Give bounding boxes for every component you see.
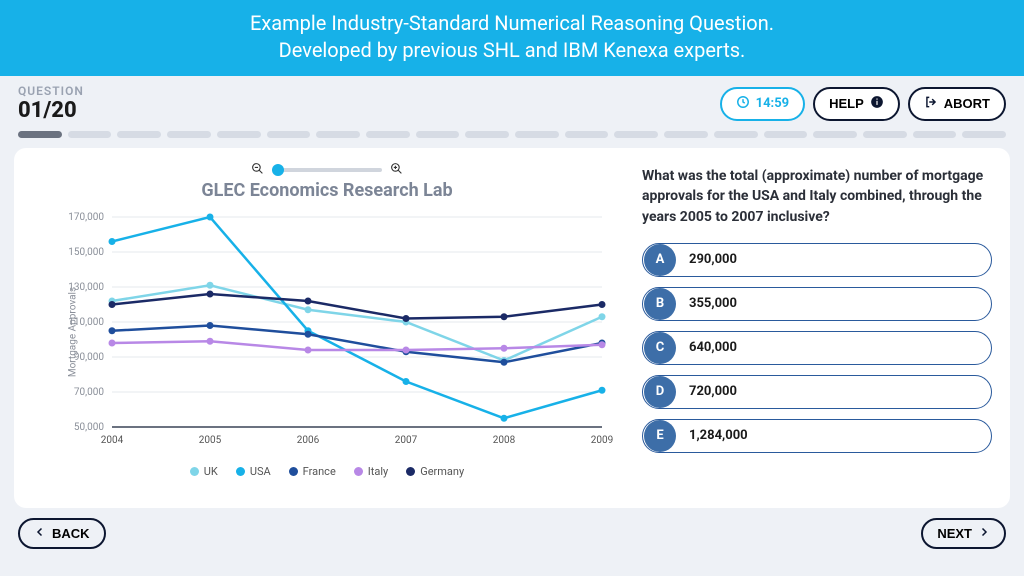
progress-segment: [764, 131, 808, 138]
progress-bar: [0, 127, 1024, 148]
progress-segment: [515, 131, 559, 138]
progress-segment: [664, 131, 708, 138]
back-button[interactable]: BACK: [18, 518, 106, 549]
legend-swatch: [354, 467, 363, 476]
question-label: QUESTION: [18, 84, 84, 98]
answer-option[interactable]: D720,000: [642, 375, 992, 409]
timer-pill: 14:59: [720, 87, 806, 121]
abort-button[interactable]: ABORT: [908, 87, 1006, 121]
option-letter: D: [644, 376, 676, 408]
option-value: 640,000: [677, 340, 737, 355]
svg-text:2008: 2008: [493, 435, 516, 446]
answer-option[interactable]: A290,000: [642, 243, 992, 277]
chart-plot: Mortgage Approvals 50,00070,00090,000110…: [32, 207, 622, 457]
legend-item: Italy: [354, 465, 388, 478]
answer-option[interactable]: E1,284,000: [642, 419, 992, 453]
legend-swatch: [236, 467, 245, 476]
progress-segment: [565, 131, 609, 138]
back-label: BACK: [52, 526, 90, 541]
progress-segment: [416, 131, 460, 138]
answer-option[interactable]: C640,000: [642, 331, 992, 365]
question-meta: QUESTION 01/20: [18, 84, 84, 123]
next-button[interactable]: NEXT: [921, 518, 1006, 549]
option-letter: E: [644, 420, 676, 452]
progress-segment: [267, 131, 311, 138]
info-icon: [870, 95, 884, 112]
timer-value: 14:59: [756, 96, 790, 111]
clock-icon: [736, 95, 750, 113]
progress-segment: [962, 131, 1006, 138]
progress-segment: [366, 131, 410, 138]
chevron-left-icon: [34, 526, 46, 541]
legend-item: France: [289, 465, 336, 478]
progress-segment: [167, 131, 211, 138]
banner: Example Industry-Standard Numerical Reas…: [0, 0, 1024, 76]
progress-segment: [813, 131, 857, 138]
progress-segment: [316, 131, 360, 138]
chart-legend: UK USA France Italy Germany: [32, 465, 622, 478]
option-value: 355,000: [677, 296, 737, 311]
legend-item: Germany: [406, 465, 464, 478]
option-value: 1,284,000: [677, 428, 748, 443]
chart-title: GLEC Economics Research Lab: [32, 180, 622, 201]
help-button[interactable]: HELP: [813, 87, 900, 121]
legend-item: UK: [190, 465, 218, 478]
chart-ylabel: Mortgage Approvals: [68, 287, 79, 377]
zoom-control[interactable]: [32, 162, 622, 178]
topbar: QUESTION 01/20 14:59 HELP ABORT: [0, 76, 1024, 127]
progress-segment: [18, 131, 62, 138]
option-letter: A: [644, 244, 676, 276]
progress-segment: [863, 131, 907, 138]
options-list: A290,000 B355,000 C640,000 D720,000 E1,284,0…: [642, 243, 992, 453]
progress-segment: [465, 131, 509, 138]
option-letter: B: [644, 288, 676, 320]
option-value: 720,000: [677, 384, 737, 399]
svg-text:2005: 2005: [199, 435, 222, 446]
zoom-out-icon: [251, 162, 264, 178]
svg-text:2004: 2004: [101, 435, 124, 446]
svg-text:50,000: 50,000: [74, 422, 104, 433]
chart-column: GLEC Economics Research Lab Mortgage App…: [32, 162, 622, 492]
question-text: What was the total (approximate) number …: [642, 166, 992, 227]
banner-line2: Developed by previous SHL and IBM Kenexa…: [0, 37, 1024, 64]
zoom-in-icon: [390, 162, 403, 178]
content-card: GLEC Economics Research Lab Mortgage App…: [14, 148, 1010, 508]
next-label: NEXT: [937, 526, 972, 541]
legend-swatch: [190, 467, 199, 476]
legend-swatch: [406, 467, 415, 476]
progress-segment: [68, 131, 112, 138]
svg-text:170,000: 170,000: [68, 212, 104, 223]
exit-icon: [924, 95, 938, 112]
topbar-controls: 14:59 HELP ABORT: [720, 87, 1006, 121]
legend-item: USA: [236, 465, 271, 478]
zoom-track[interactable]: [272, 168, 382, 172]
svg-text:150,000: 150,000: [68, 247, 104, 258]
svg-text:2009: 2009: [591, 435, 613, 446]
progress-segment: [117, 131, 161, 138]
banner-line1: Example Industry-Standard Numerical Reas…: [0, 10, 1024, 37]
svg-text:2006: 2006: [297, 435, 320, 446]
answer-option[interactable]: B355,000: [642, 287, 992, 321]
question-counter: 01/20: [18, 98, 84, 123]
option-letter: C: [644, 332, 676, 364]
chart-svg: 50,00070,00090,000110,000130,000150,0001…: [32, 207, 622, 457]
svg-text:70,000: 70,000: [74, 387, 104, 398]
help-label: HELP: [829, 96, 864, 111]
progress-segment: [913, 131, 957, 138]
progress-segment: [217, 131, 261, 138]
progress-segment: [614, 131, 658, 138]
svg-text:2007: 2007: [395, 435, 418, 446]
option-value: 290,000: [677, 252, 737, 267]
legend-swatch: [289, 467, 298, 476]
question-column: What was the total (approximate) number …: [642, 162, 992, 492]
progress-segment: [714, 131, 758, 138]
chevron-right-icon: [978, 526, 990, 541]
footer: BACK NEXT: [0, 508, 1024, 549]
abort-label: ABORT: [944, 96, 990, 111]
zoom-knob[interactable]: [272, 164, 284, 176]
